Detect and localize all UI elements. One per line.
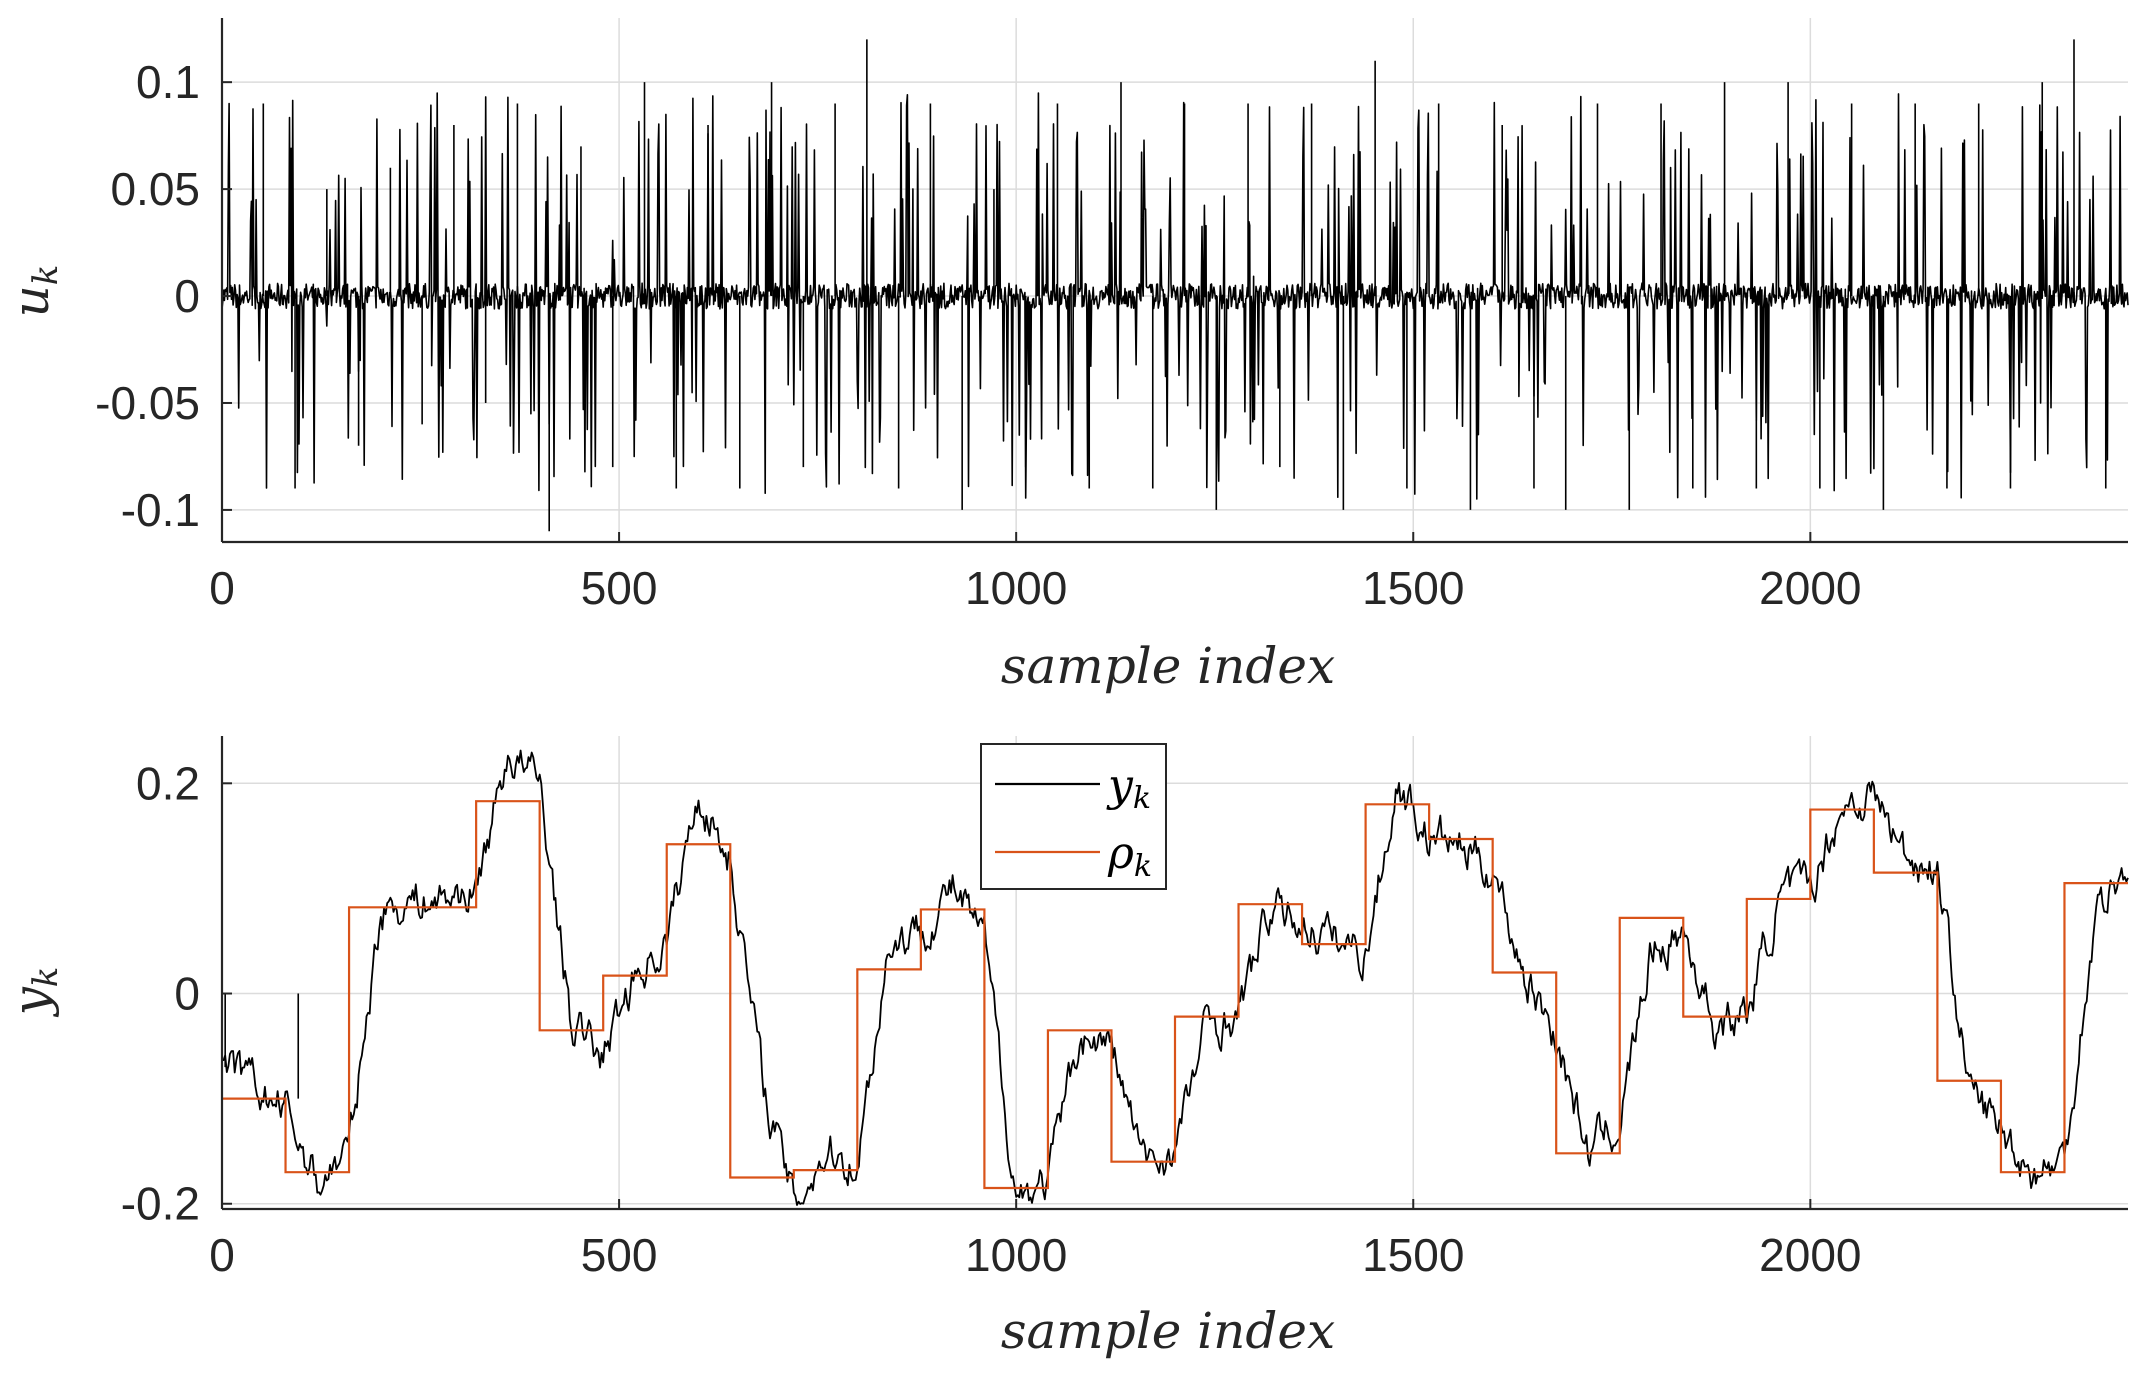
bottom-y-axis-label: yk — [2, 967, 66, 1018]
top-plot-area — [221, 39, 2129, 532]
top-y-ticks: 0.1 0.05 0 -0.05 -0.1 — [95, 56, 232, 536]
top-panel: 0 500 1000 1500 2000 0.1 0.05 0 -0.05 -0.1 sampl… — [2, 18, 2129, 695]
top-x-axis-label: sample index — [1001, 637, 1335, 695]
bottom-plot-area — [221, 749, 2129, 1206]
bottom-x-axis-label: sample index — [1001, 1302, 1335, 1360]
top-x-ticks: 0 500 1000 1500 2000 — [209, 532, 1862, 614]
y-tick-label: -0.2 — [121, 1178, 200, 1230]
y-tick-label: 0.05 — [110, 163, 200, 215]
bottom-y-ticks: 0.2 0 -0.2 — [121, 757, 232, 1230]
y-tick-label: 0.1 — [136, 56, 200, 108]
legend-label-y: yk — [1106, 760, 1151, 816]
x-tick-label: 0 — [209, 562, 235, 614]
x-tick-label: 1000 — [965, 1229, 1067, 1281]
bottom-panel: 0 500 1000 1500 2000 0.20-0.2 sample index y… — [2, 736, 2129, 1360]
top-y-axis-label: uk — [2, 265, 66, 318]
x-tick-label: 1500 — [1362, 1229, 1464, 1281]
series-line-rho-k — [222, 800, 2128, 1190]
x-tick-label: 0 — [209, 1229, 235, 1281]
x-tick-label: 2000 — [1759, 1229, 1861, 1281]
y-tick-label: -0.05 — [95, 377, 200, 429]
x-tick-label: 1500 — [1362, 562, 1464, 614]
bottom-x-ticks: 0 500 1000 1500 2000 — [209, 1199, 1862, 1281]
legend-label-rho: ρk — [1107, 828, 1152, 884]
x-tick-label: 500 — [581, 562, 658, 614]
x-tick-label: 1000 — [965, 562, 1067, 614]
legend: yk ρk — [980, 743, 1167, 890]
x-tick-label: 500 — [581, 1229, 658, 1281]
y-tick-label: 0 — [174, 270, 200, 322]
series-line-u-k — [221, 92, 2129, 500]
y-tick-label: -0.1 — [121, 484, 200, 536]
y-tick-label: 0 — [174, 968, 200, 1020]
y-tick-label: 0.2 — [136, 757, 200, 809]
legend-box — [980, 743, 1167, 890]
x-tick-label: 2000 — [1759, 562, 1861, 614]
